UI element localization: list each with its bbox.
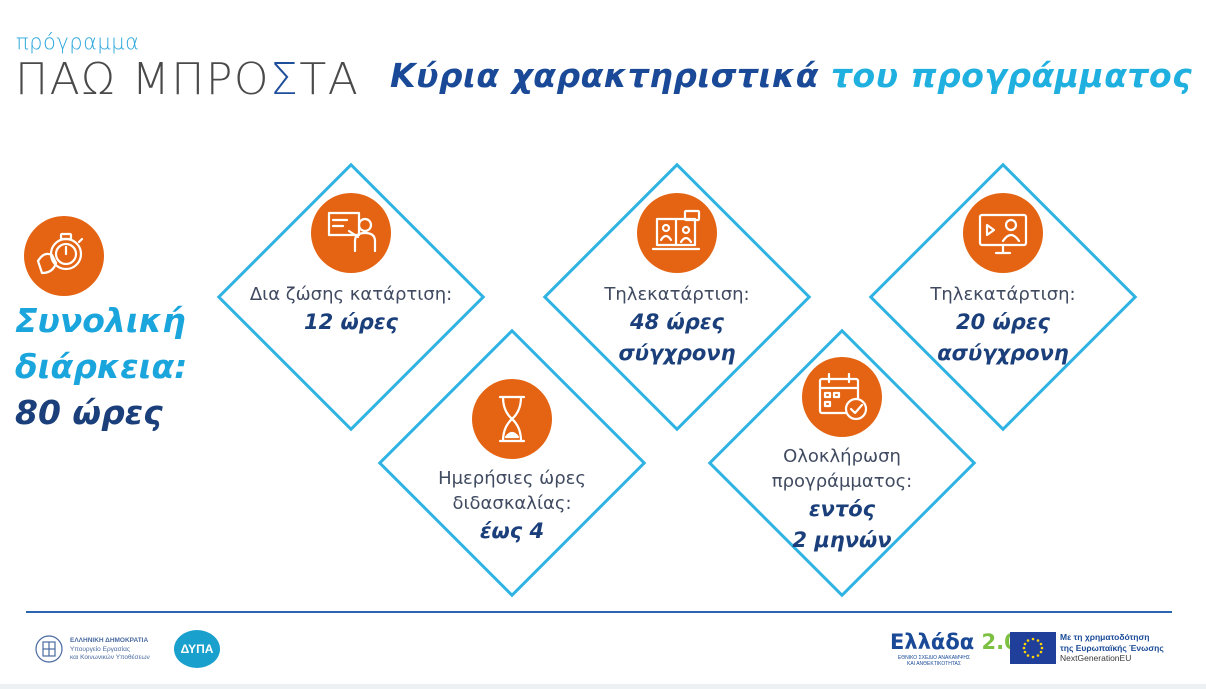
ellada-sub-line: ΕΘΝΙΚΟ ΣΧΕΔΙΟ ΑΝΑΚΑΜΨΗΣ [897, 655, 971, 661]
eu-line: Με τη χρηματοδότηση [1060, 632, 1150, 642]
brand-sigma: Σ [270, 54, 300, 105]
card-value: εντός [808, 497, 876, 521]
card-synchronous: Τηλεκατάρτιση: 48 ώρες σύγχρονη [542, 193, 812, 369]
total-line2: διάρκεια: [15, 347, 188, 386]
hourglass-icon [472, 379, 552, 459]
eu-line: NextGenerationEU [1060, 653, 1132, 663]
card-asynchronous: Τηλεκατάρτιση: 20 ώρες ασύγχρονη [868, 193, 1138, 369]
card-value: 2 μηνών [792, 528, 892, 552]
brand-text-part: ΠΑΩ ΜΠΡΟ [15, 54, 271, 105]
ellada-logo: Ελλάδα 2.0 [890, 630, 1019, 654]
video-conference-icon [637, 193, 717, 273]
card-value: 20 ώρες [956, 310, 1050, 334]
card-completion: Ολοκλήρωση προγράμματος: εντός 2 μηνών [707, 357, 977, 556]
stopwatch-icon [24, 216, 104, 296]
eu-funding-text: Με τη χρηματοδότηση της Ευρωπαϊκής Ένωση… [1060, 632, 1164, 664]
card-label: Ημερήσιες ώρες [438, 468, 586, 489]
dypa-logo: ΔΥΠΑ [174, 630, 220, 668]
ellada-text: Ελλάδα [890, 630, 975, 654]
card-daily-hours: Ημερήσιες ώρες διδασκαλίας: έως 4 [377, 379, 647, 547]
eu-flag-icon [1010, 632, 1056, 664]
card-label: Τηλεκατάρτιση: [930, 284, 1076, 305]
ministry-text: ΕΛΛΗΝΙΚΗ ΔΗΜΟΚΡΑΤΙΑ Υπουργείο Εργασίας κ… [70, 637, 150, 663]
brand-subtitle: πρόγραμμα [16, 30, 140, 54]
card-in-person: Δια ζώσης κατάρτιση: 12 ώρες [216, 193, 486, 338]
brand-text-part: ΤΑ [299, 54, 360, 105]
greek-emblem-icon [34, 634, 64, 669]
calendar-check-icon [802, 357, 882, 437]
card-value: έως 4 [479, 519, 545, 543]
card-value: 48 ώρες [630, 310, 724, 334]
card-label: προγράμματος: [771, 471, 913, 492]
ellada-subtitle: ΕΘΝΙΚΟ ΣΧΕΔΙΟ ΑΝΑΚΑΜΨΗΣ ΚΑΙ ΑΝΘΕΚΤΙΚΟΤΗΤ… [890, 655, 978, 667]
ministry-line: και Κοινωνικών Υποθέσεων [70, 654, 150, 661]
card-label: Τηλεκατάρτιση: [604, 284, 750, 305]
footer-divider [26, 611, 1172, 613]
card-label: Δια ζώσης κατάρτιση: [249, 284, 453, 305]
card-value: ασύγχρονη [937, 341, 1069, 365]
title-accent: του προγράμματος [830, 56, 1193, 95]
title-main: Κύρια χαρακτηριστικά [390, 56, 819, 95]
total-value: 80 ώρες [15, 393, 163, 432]
total-line1: Συνολική [15, 301, 186, 340]
card-label: διδασκαλίας: [452, 493, 572, 514]
total-duration: Συνολική διάρκεια: 80 ώρες [15, 298, 187, 436]
eu-line: της Ευρωπαϊκής Ένωσης [1060, 642, 1164, 653]
bottom-bar [0, 684, 1206, 689]
card-value: σύγχρονη [618, 341, 736, 365]
ellada-sub-line: ΚΑΙ ΑΝΘΕΚΤΙΚΟΤΗΤΑΣ [907, 660, 961, 667]
card-value: 12 ώρες [304, 310, 398, 334]
card-label: Ολοκλήρωση [783, 446, 901, 467]
monitor-video-icon [963, 193, 1043, 273]
ministry-line: Υπουργείο Εργασίας [70, 645, 130, 653]
brand-logo-text: ΠΑΩ ΜΠΡΟΣΤΑ [15, 58, 359, 102]
page-title: Κύρια χαρακτηριστικά του προγράμματος [390, 56, 1192, 95]
ministry-line: ΕΛΛΗΝΙΚΗ ΔΗΜΟΚΡΑΤΙΑ [70, 637, 149, 644]
teacher-board-icon [311, 193, 391, 273]
